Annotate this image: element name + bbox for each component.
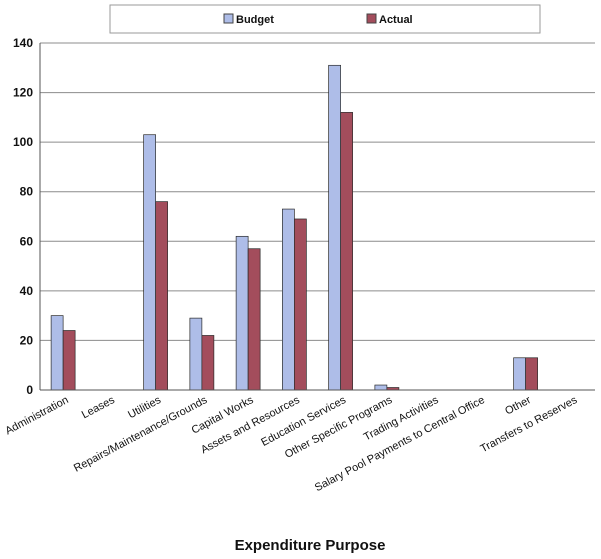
bar-budget-6 xyxy=(328,64,341,391)
category-label: Leases xyxy=(80,394,117,421)
x-axis-label: Expenditure Purpose xyxy=(235,537,386,554)
category-labels: Administration Leases UtilitiesRepairs/Mai… xyxy=(3,394,579,494)
bar-actual-2 xyxy=(155,201,168,391)
y-tick-label: 80 xyxy=(20,185,34,199)
bar-actual-6 xyxy=(340,112,353,391)
y-tick-label: 20 xyxy=(20,333,34,347)
legend-label-budget: Budget xyxy=(236,14,274,26)
y-tick-label: 40 xyxy=(20,284,34,298)
bars xyxy=(50,64,538,391)
category-label: Administration xyxy=(3,394,70,437)
bar-actual-0 xyxy=(62,330,76,391)
bar-budget-7 xyxy=(374,384,388,391)
bar-actual-5 xyxy=(294,218,307,391)
gridlines xyxy=(40,42,595,341)
legend-label-actual: Actual xyxy=(379,14,413,26)
y-tick-label: 120 xyxy=(13,86,33,100)
category-label: Utilities xyxy=(126,394,163,421)
bar-budget-10 xyxy=(513,357,526,391)
category-label: Other xyxy=(503,394,533,418)
y-tick-labels: 0 20 40 60 80 100 120 140 xyxy=(13,36,33,397)
axes xyxy=(39,43,595,391)
bar-budget-3 xyxy=(189,317,203,391)
legend-swatch-budget xyxy=(223,13,234,24)
bar-budget-0 xyxy=(50,315,64,391)
legend-swatch-actual xyxy=(366,13,377,24)
bar-budget-5 xyxy=(282,208,295,391)
y-tick-label: 60 xyxy=(20,234,34,248)
bar-actual-3 xyxy=(201,335,215,391)
bar-actual-4 xyxy=(247,248,261,391)
bar-budget-4 xyxy=(235,235,249,391)
legend-box xyxy=(109,4,541,34)
legend: Budget Actual xyxy=(109,4,541,34)
y-tick-label: 140 xyxy=(13,36,33,50)
y-tick-label: 100 xyxy=(13,135,33,149)
y-tick-label: 0 xyxy=(26,383,33,397)
bar-budget-2 xyxy=(143,134,156,391)
bar-actual-10 xyxy=(525,357,538,391)
